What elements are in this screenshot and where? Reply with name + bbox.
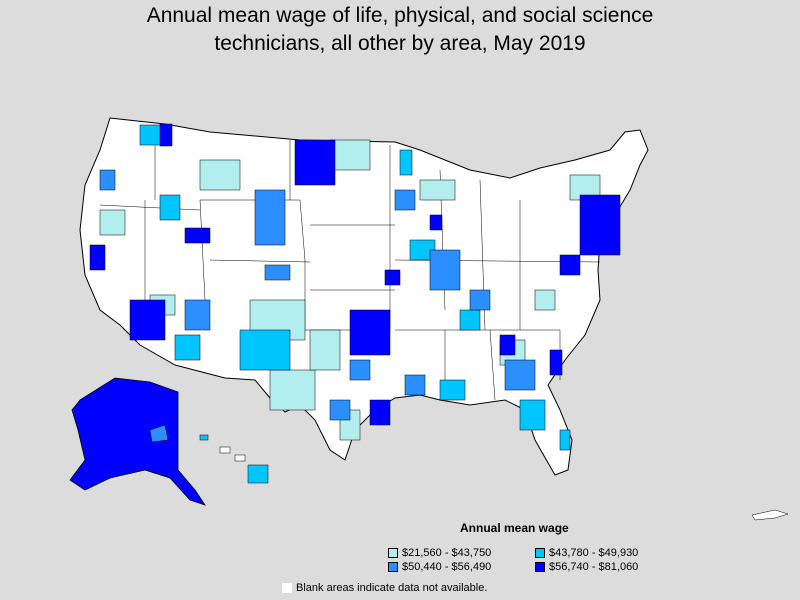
legend-title: Annual mean wage (460, 521, 569, 535)
hawaii (199, 434, 269, 484)
regions-tier-4 (89, 123, 621, 426)
legend-swatch-tier-2 (535, 548, 545, 558)
legend-item-tier-1: $21,560 - $43,750 (388, 547, 491, 559)
map-title-line-1: Annual mean wage of life, physical, and … (146, 4, 654, 27)
map-title-line-2: technicians, all other by area, May 2019 (214, 32, 586, 55)
legend-swatch-tier-4 (535, 562, 545, 572)
wage-regions (89, 123, 621, 451)
blank-areas-note-text: Blank areas indicate data not available. (296, 582, 488, 594)
legend-item-tier-4: $56,740 - $81,060 (535, 561, 638, 573)
legend-label-tier-1: $21,560 - $43,750 (402, 547, 492, 559)
legend-label-tier-2: $43,780 - $49,930 (549, 547, 639, 559)
blank-swatch (282, 583, 292, 593)
alaska-shape (69, 377, 206, 506)
alaska (69, 377, 206, 506)
map-title: Annual mean wage of life, physical, and … (0, 2, 800, 58)
puerto-rico (751, 509, 789, 521)
blank-areas-note: Blank areas indicate data not available. (282, 582, 487, 594)
legend-item-tier-3: $50,440 - $56,490 (388, 561, 491, 573)
regions-tier-3 (99, 169, 536, 421)
legend-label-tier-3: $50,440 - $56,490 (402, 561, 492, 573)
legend-swatch-tier-1 (388, 548, 398, 558)
legend-label-tier-4: $56,740 - $81,060 (549, 561, 639, 573)
legend-swatch-tier-3 (388, 562, 398, 572)
legend-item-tier-2: $43,780 - $49,930 (535, 547, 638, 559)
